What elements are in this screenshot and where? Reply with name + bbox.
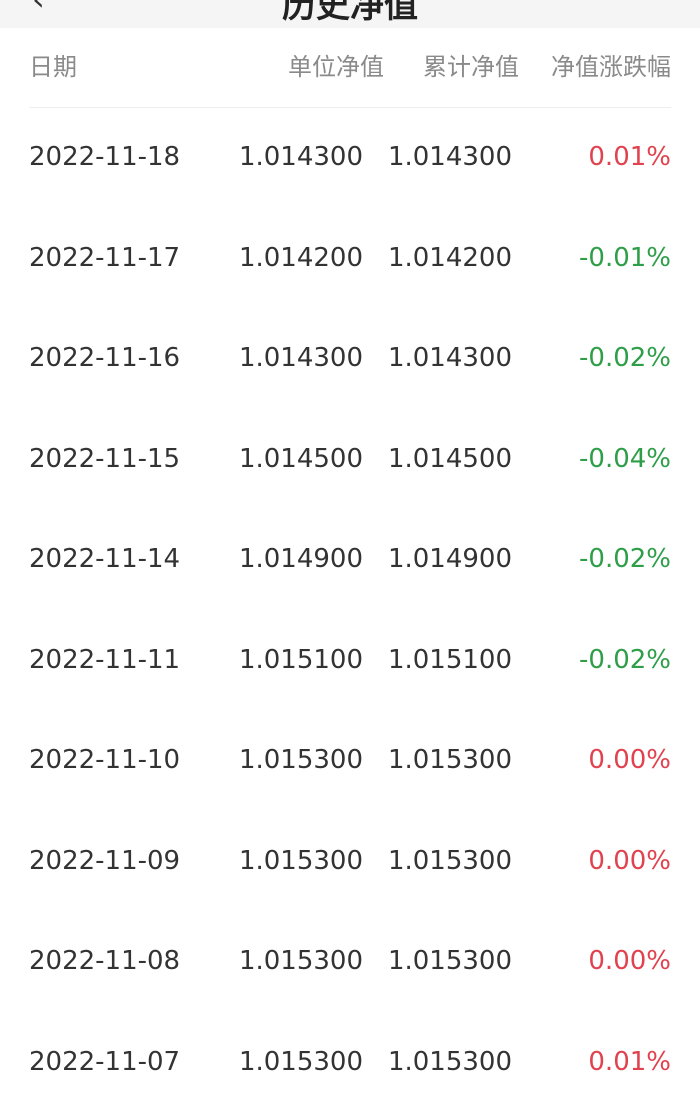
column-date: 日期: [29, 53, 77, 81]
date-cell: 2022-11-14: [29, 544, 181, 574]
unit-nav-cell: 1.015300: [238, 745, 363, 775]
column-acc-nav: 累计净值: [423, 53, 519, 81]
table-row[interactable]: 2022-11-10 1.015300 1.015300 0.00%: [0, 710, 700, 811]
unit-nav-cell: 1.014500: [238, 443, 363, 474]
unit-nav-cell: 1.014200: [238, 242, 363, 273]
table-row[interactable]: 2022-11-14 1.014900 1.014900 -0.02%: [0, 509, 700, 610]
date-cell: 2022-11-17: [29, 242, 181, 273]
nav-history-list: 2022-11-18 1.014300 1.014300 0.01% 2022-11-1…: [0, 107, 700, 1112]
acc-nav-cell: 1.015300: [387, 1046, 512, 1077]
change-cell: -0.02%: [579, 644, 671, 675]
acc-nav-cell: 1.014200: [387, 242, 512, 273]
table-header: 日期 单位净值 累计净值 净值涨跌幅: [29, 28, 671, 108]
change-cell: 0.01%: [588, 1046, 671, 1077]
date-cell: 2022-11-16: [29, 343, 181, 373]
nav-bar: ‹ 历史净值: [0, 0, 700, 28]
date-cell: 2022-11-07: [29, 1046, 181, 1077]
change-cell: -0.01%: [579, 242, 671, 273]
unit-nav-cell: 1.015100: [238, 644, 363, 675]
date-cell: 2022-11-15: [29, 443, 181, 474]
change-cell: 0.00%: [588, 745, 671, 775]
acc-nav-cell: 1.015300: [387, 845, 512, 876]
table-row[interactable]: 2022-11-18 1.014300 1.014300 0.01%: [0, 107, 700, 208]
change-cell: 0.00%: [588, 845, 671, 876]
unit-nav-cell: 1.015300: [238, 845, 363, 876]
change-cell: -0.02%: [579, 544, 671, 574]
date-cell: 2022-11-10: [29, 745, 181, 775]
column-unit-nav: 单位净值: [288, 53, 384, 81]
chevron-left-icon[interactable]: ‹: [32, 0, 45, 18]
unit-nav-cell: 1.015300: [238, 946, 363, 976]
table-row[interactable]: 2022-11-15 1.014500 1.014500 -0.04%: [0, 409, 700, 510]
acc-nav-cell: 1.014500: [387, 443, 512, 474]
change-cell: -0.04%: [579, 443, 671, 474]
change-cell: -0.02%: [579, 343, 671, 373]
table-row[interactable]: 2022-11-17 1.014200 1.014200 -0.01%: [0, 208, 700, 309]
page-title: 历史净值: [282, 0, 418, 26]
acc-nav-cell: 1.014300: [387, 343, 512, 373]
unit-nav-cell: 1.014900: [238, 544, 363, 574]
unit-nav-cell: 1.015300: [238, 1046, 363, 1077]
date-cell: 2022-11-09: [29, 845, 181, 876]
column-change: 净值涨跌幅: [551, 53, 671, 81]
date-cell: 2022-11-08: [29, 946, 181, 976]
table-row[interactable]: 2022-11-11 1.015100 1.015100 -0.02%: [0, 610, 700, 711]
acc-nav-cell: 1.015300: [387, 745, 512, 775]
table-row[interactable]: 2022-11-16 1.014300 1.014300 -0.02%: [0, 308, 700, 409]
unit-nav-cell: 1.014300: [238, 343, 363, 373]
date-cell: 2022-11-11: [29, 644, 181, 675]
acc-nav-cell: 1.014300: [387, 142, 512, 172]
table-row[interactable]: 2022-11-08 1.015300 1.015300 0.00%: [0, 911, 700, 1012]
change-cell: 0.00%: [588, 946, 671, 976]
table-row[interactable]: 2022-11-07 1.015300 1.015300 0.01%: [0, 1012, 700, 1113]
acc-nav-cell: 1.014900: [387, 544, 512, 574]
change-cell: 0.01%: [588, 142, 671, 172]
acc-nav-cell: 1.015300: [387, 946, 512, 976]
table-row[interactable]: 2022-11-09 1.015300 1.015300 0.00%: [0, 811, 700, 912]
acc-nav-cell: 1.015100: [387, 644, 512, 675]
unit-nav-cell: 1.014300: [238, 142, 363, 172]
date-cell: 2022-11-18: [29, 142, 181, 172]
